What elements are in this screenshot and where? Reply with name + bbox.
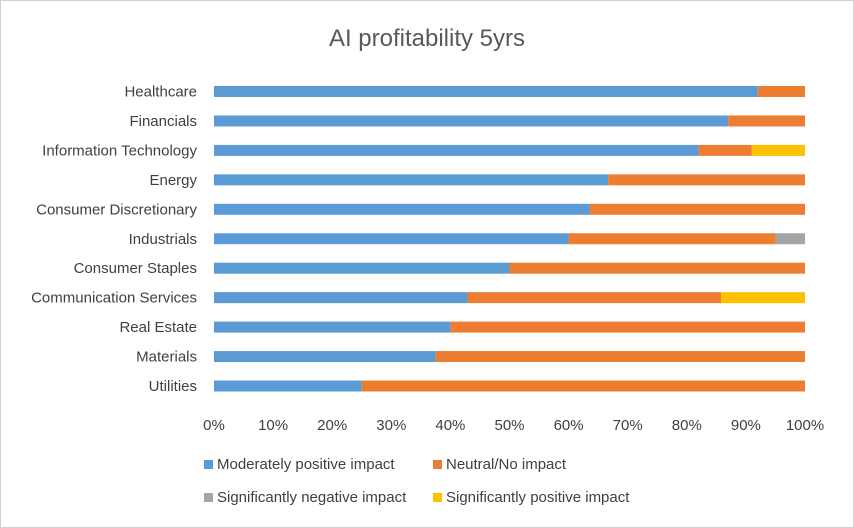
bar-segment xyxy=(214,115,729,127)
legend-label: Significantly negative impact xyxy=(217,489,407,506)
category-labels: Healthcare Financials Information Technolo… xyxy=(31,84,197,396)
x-tick-label: 100% xyxy=(786,417,824,434)
x-axis-ticks: 0% 10% 20% 30% 40% 50% 60% 70% 80% 90% 100% xyxy=(203,417,824,434)
chart-title: AI profitability 5yrs xyxy=(329,25,525,52)
category-label: Real Estate xyxy=(119,319,197,336)
bar-segment xyxy=(751,144,805,156)
legend-label: Neutral/No impact xyxy=(446,456,567,473)
category-label: Consumer Staples xyxy=(74,260,197,277)
x-tick-label: 40% xyxy=(435,417,465,434)
category-label: Energy xyxy=(149,172,197,189)
legend-swatch xyxy=(204,460,213,469)
x-tick-label: 30% xyxy=(376,417,406,434)
legend-label: Significantly positive impact xyxy=(446,489,630,506)
legend-swatch xyxy=(433,493,442,502)
x-tick-label: 70% xyxy=(613,417,643,434)
bar-segment xyxy=(757,86,805,97)
x-tick-label: 10% xyxy=(258,417,288,434)
bar-segment xyxy=(214,86,758,97)
x-tick-label: 80% xyxy=(672,417,702,434)
x-tick-label: 0% xyxy=(203,417,225,434)
bar-segment xyxy=(698,144,752,156)
bar-segment xyxy=(214,380,362,392)
bar-segment xyxy=(509,262,805,274)
legend-swatch xyxy=(433,460,442,469)
category-label: Industrials xyxy=(129,231,197,248)
bar-segment xyxy=(214,174,609,186)
category-label: Consumer Discretionary xyxy=(36,201,197,218)
x-tick-label: 20% xyxy=(317,417,347,434)
bar-segment xyxy=(361,380,805,392)
bar-segment xyxy=(214,233,569,245)
category-label: Healthcare xyxy=(124,84,197,101)
bar-segment xyxy=(214,144,699,156)
bar-segment xyxy=(214,321,451,333)
category-label: Communication Services xyxy=(31,290,197,307)
bar-segment xyxy=(214,351,436,363)
x-tick-label: 90% xyxy=(731,417,761,434)
bar-segment xyxy=(589,203,805,215)
category-label: Materials xyxy=(136,349,197,366)
legend-swatch xyxy=(204,493,213,502)
bar-segment xyxy=(608,174,805,186)
category-label: Information Technology xyxy=(42,142,197,159)
bar-segment xyxy=(435,351,805,363)
legend-label: Moderately positive impact xyxy=(217,456,395,473)
bar-segment xyxy=(721,292,805,304)
category-label: Financials xyxy=(129,113,197,130)
bar-segment xyxy=(728,115,805,127)
legend: Moderately positive impact Neutral/No imp… xyxy=(204,456,630,506)
bar-segment xyxy=(214,203,590,215)
bar-segment xyxy=(214,292,468,304)
category-label: Utilities xyxy=(149,378,197,395)
bar-segment xyxy=(775,233,805,245)
bar-segment xyxy=(450,321,805,333)
bar-segment xyxy=(568,233,776,245)
bar-segment xyxy=(214,262,510,274)
x-tick-label: 50% xyxy=(494,417,524,434)
x-tick-label: 60% xyxy=(554,417,584,434)
bars xyxy=(214,86,805,392)
bar-segment xyxy=(467,292,722,304)
